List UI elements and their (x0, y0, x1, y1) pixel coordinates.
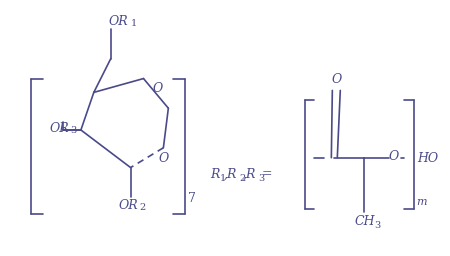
Text: CH: CH (354, 215, 375, 228)
Text: 2: 2 (239, 174, 245, 183)
Text: 3: 3 (374, 221, 380, 230)
Text: 1: 1 (220, 174, 226, 183)
Text: =: = (262, 168, 272, 180)
Text: O: O (389, 150, 399, 163)
Text: OR: OR (49, 122, 69, 135)
Text: OR: OR (119, 199, 138, 212)
Text: 2: 2 (140, 203, 146, 212)
Text: 3: 3 (70, 126, 76, 135)
Text: 1: 1 (130, 19, 137, 28)
Text: HO: HO (417, 152, 438, 165)
Text: O: O (158, 152, 169, 165)
Text: O: O (153, 82, 163, 95)
Text: OR: OR (109, 15, 128, 28)
Text: m: m (416, 197, 426, 207)
Text: 7: 7 (188, 192, 196, 205)
Text: ,R: ,R (243, 168, 256, 180)
Text: 3: 3 (258, 174, 264, 183)
Text: O: O (331, 73, 342, 86)
Text: ,R: ,R (224, 168, 238, 180)
Text: R: R (210, 168, 220, 180)
